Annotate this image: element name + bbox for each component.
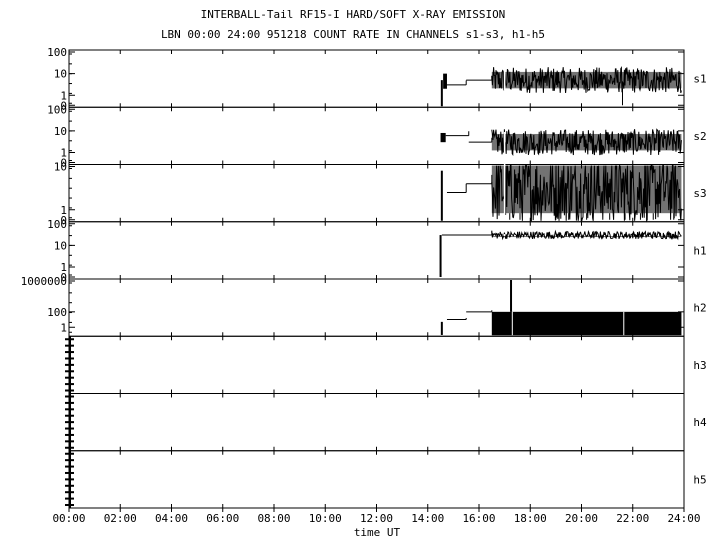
x-axis-label: time UT — [354, 526, 401, 539]
x-tick-label: 08:00 — [257, 512, 290, 525]
y-tick-label: 0 — [60, 271, 67, 284]
x-tick-label: 14:00 — [411, 512, 444, 525]
x-tick-label: 04:00 — [155, 512, 188, 525]
x-tick-label: 24:00 — [667, 512, 700, 525]
x-tick-label: 10:00 — [309, 512, 342, 525]
x-tick-label: 02:00 — [104, 512, 137, 525]
panel-frame — [68, 393, 685, 452]
data-noise-band — [491, 133, 682, 151]
x-tick-label: 18:00 — [514, 512, 547, 525]
data-noise-band — [491, 236, 682, 238]
data-block — [491, 311, 682, 336]
y-tick-label: 1 — [60, 261, 67, 274]
panel-s2: 100 10 10 s2 — [47, 103, 707, 169]
y-tick-label: 1 — [60, 321, 67, 334]
y-tick-cluster — [65, 450, 74, 508]
channel-label-h3: h3 — [693, 359, 706, 372]
x-tick-label: 00:00 — [52, 512, 85, 525]
y-tick-label: 10 — [54, 161, 67, 174]
panel-s3: 10 10 s3 — [54, 161, 707, 227]
x-tick-label: 12:00 — [360, 512, 393, 525]
panels: 1001010s11001010s21010s31001010h11000000… — [21, 46, 707, 509]
y-tick-cluster — [65, 393, 74, 451]
y-tick-label: 1 — [60, 204, 67, 217]
x-tick-label: 22:00 — [616, 512, 649, 525]
y-tick-label: 1 — [60, 89, 67, 102]
y-tick-label: 100 — [47, 46, 67, 59]
y-tick-label: 10 — [54, 125, 67, 138]
panel-s1: 100 10 10 s1 — [47, 46, 707, 112]
panel-h3: h3 — [65, 335, 707, 394]
y-tick-label: 100 — [47, 306, 67, 319]
data-burst — [443, 73, 447, 89]
x-tick-label: 16:00 — [462, 512, 495, 525]
y-tick-label: 0 — [60, 99, 67, 112]
x-tick-label: 06:00 — [206, 512, 239, 525]
x-axis: 00:00 02:00 04:00 06:00 08:00 10:00 12:00 14:00… — [52, 508, 701, 525]
y-tick-label: 0 — [60, 157, 67, 170]
y-tick-label: 10 — [54, 239, 67, 252]
panel-frame — [68, 450, 685, 509]
y-tick-label: 100 — [47, 218, 67, 231]
data-burst — [440, 132, 446, 143]
y-tick-label: 1 — [60, 147, 67, 160]
y-tick-label: 1000000 — [21, 275, 67, 288]
panel-frame — [68, 221, 685, 280]
data-noise — [491, 229, 682, 241]
channel-label-s1: s1 — [693, 73, 706, 86]
y-tick-cluster — [65, 336, 74, 394]
chart-title: INTERBALL-Tail RF15-I HARD/SOFT X-RAY EM… — [201, 8, 506, 21]
data-noise-band — [491, 165, 682, 214]
y-tick-label: 0 — [60, 214, 67, 227]
channel-label-h2: h2 — [693, 302, 706, 315]
panel-h1: 100 10 10 h1 — [47, 218, 707, 284]
channel-label-h5: h5 — [693, 473, 706, 486]
panel-frame — [68, 335, 685, 394]
channel-label-h4: h4 — [693, 416, 707, 429]
x-tick-label: 20:00 — [565, 512, 598, 525]
channel-label-h1: h1 — [693, 244, 706, 257]
panel-h5: h5 — [65, 450, 707, 509]
channel-label-s3: s3 — [693, 187, 706, 200]
data-noise-band — [491, 71, 682, 89]
y-tick-label: 100 — [47, 103, 67, 116]
panel-h4: h4 — [65, 393, 707, 452]
panel-h2: 1000000 100 1 h2 — [21, 275, 707, 337]
y-tick-label: 10 — [54, 68, 67, 81]
channel-label-s2: s2 — [693, 130, 706, 143]
chart-subtitle: LBN 00:00 24:00 951218 COUNT RATE IN CHA… — [161, 28, 545, 41]
